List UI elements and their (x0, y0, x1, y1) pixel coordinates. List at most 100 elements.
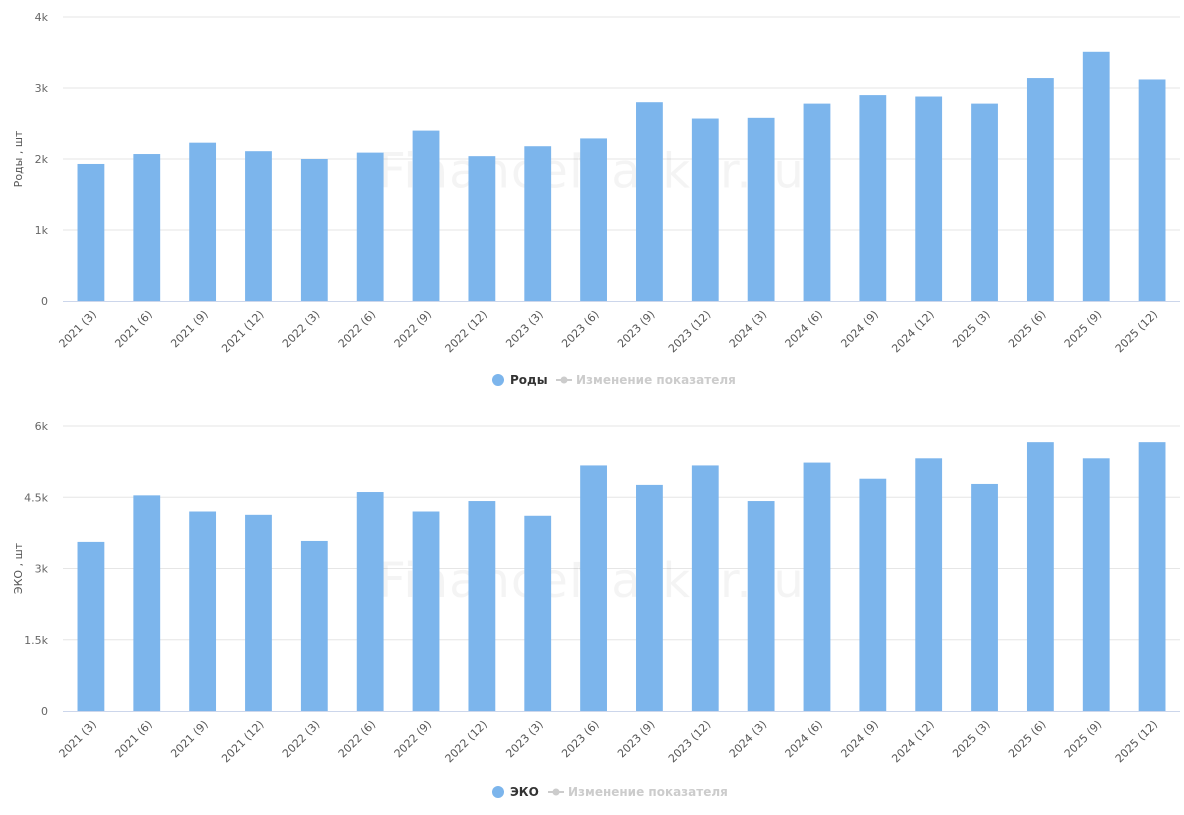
births-bar[interactable] (747, 117, 775, 301)
ivf-x-tick-label: 2025 (6) (1006, 718, 1048, 760)
births-y-tick-label: 0 (41, 295, 48, 308)
births-bar[interactable] (580, 138, 607, 301)
births-x-tick-label: 2025 (3) (950, 308, 992, 350)
births-bar[interactable] (245, 151, 272, 301)
births-x-tick-label: 2024 (6) (783, 308, 825, 350)
ivf-bar[interactable] (524, 515, 552, 711)
ivf-bar[interactable] (412, 511, 440, 712)
ivf-bar[interactable] (133, 495, 161, 711)
births-x-tick-label: 2025 (9) (1062, 308, 1104, 350)
ivf-legend: ЭКО Изменение показателя (492, 785, 728, 799)
births-x-tick-label: 2023 (3) (503, 308, 545, 350)
ivf-x-tick-label: 2024 (6) (783, 718, 825, 760)
births-y-tick-label: 3k (35, 82, 49, 95)
ivf-x-tick-label: 2021 (6) (112, 718, 154, 760)
births-x-tick-label: 2024 (9) (838, 308, 880, 350)
births-bar[interactable] (524, 146, 552, 301)
births-bar[interactable] (412, 130, 440, 301)
births-bar[interactable] (356, 152, 384, 301)
ivf-bar[interactable] (356, 492, 384, 711)
ivf-bar[interactable] (747, 501, 775, 711)
births-x-tick-label: 2024 (3) (727, 308, 769, 350)
ivf-x-tick-label: 2025 (9) (1062, 718, 1104, 760)
ivf-y-tick-label: 1.5k (24, 634, 48, 647)
births-bar[interactable] (803, 103, 831, 302)
ivf-bar[interactable] (300, 540, 328, 711)
ivf-x-tick-label: 2022 (3) (280, 718, 322, 760)
births-x-tick-label: 2022 (3) (280, 308, 322, 350)
ivf-bar[interactable] (971, 483, 998, 711)
births-y-tick-label: 2k (35, 153, 49, 166)
ivf-bar[interactable] (691, 465, 719, 711)
ivf-bar[interactable] (636, 484, 663, 711)
births-x-tick-label: 2023 (6) (559, 308, 601, 350)
ivf-x-tick-label: 2025 (3) (950, 718, 992, 760)
ivf-x-tick-label: 2024 (3) (727, 718, 769, 760)
ivf-bar[interactable] (468, 501, 496, 711)
ivf-bar[interactable] (1138, 442, 1166, 711)
births-y-axis-title: Роды , шт (12, 130, 25, 187)
births-legend-marker[interactable] (492, 374, 504, 386)
births-x-tick-label: 2024 (12) (889, 308, 936, 355)
births-legend-line-dot (560, 376, 568, 384)
births-bar[interactable] (300, 159, 328, 301)
ivf-legend-item-change[interactable]: Изменение показателя (568, 785, 728, 799)
ivf-x-tick-label: 2023 (9) (615, 718, 657, 760)
births-y-tick-label: 4k (35, 11, 49, 24)
births-bar[interactable] (1138, 79, 1166, 301)
ivf-bar[interactable] (803, 462, 831, 711)
ivf-bar[interactable] (1026, 442, 1054, 711)
births-legend-item[interactable]: Роды (510, 373, 548, 387)
ivf-legend-line-dot (552, 788, 560, 796)
births-legend: Роды Изменение показателя (492, 373, 736, 387)
births-bar[interactable] (1026, 78, 1054, 301)
ivf-x-tick-label: 2021 (9) (168, 718, 210, 760)
births-x-tick-label: 2023 (12) (666, 308, 713, 355)
births-bar[interactable] (915, 96, 943, 302)
births-x-tick-label: 2025 (12) (1113, 308, 1160, 355)
ivf-y-tick-label: 4.5k (24, 491, 48, 504)
births-x-tick-label: 2025 (6) (1006, 308, 1048, 350)
ivf-legend-item[interactable]: ЭКО (510, 785, 539, 799)
ivf-bar[interactable] (1082, 458, 1110, 711)
ivf-bar[interactable] (859, 478, 887, 711)
births-bar[interactable] (1082, 51, 1110, 301)
births-legend-item-change[interactable]: Изменение показателя (576, 373, 736, 387)
births-bar[interactable] (636, 102, 663, 301)
ivf-y-tick-label: 6k (35, 420, 49, 433)
births-x-tick-label: 2022 (9) (392, 308, 434, 350)
ivf-bar[interactable] (245, 514, 272, 711)
ivf-y-axis-title: ЭКО , шт (12, 542, 25, 594)
births-bar[interactable] (859, 95, 887, 301)
births-bar[interactable] (691, 118, 719, 301)
ivf-x-tick-label: 2022 (6) (336, 718, 378, 760)
ivf-x-tick-label: 2023 (6) (559, 718, 601, 760)
births-bar[interactable] (189, 142, 217, 301)
births-bar[interactable] (133, 154, 161, 301)
births-bar[interactable] (971, 103, 998, 302)
ivf-y-tick-label: 0 (41, 705, 48, 718)
ivf-x-tick-label: 2025 (12) (1113, 718, 1160, 765)
ivf-x-tick-label: 2023 (3) (503, 718, 545, 760)
ivf-x-tick-label: 2021 (12) (219, 718, 266, 765)
ivf-bar[interactable] (189, 511, 217, 712)
births-x-tick-label: 2023 (9) (615, 308, 657, 350)
births-x-tick-label: 2021 (9) (168, 308, 210, 350)
ivf-x-tick-label: 2022 (9) (392, 718, 434, 760)
ivf-bar[interactable] (580, 465, 607, 711)
ivf-x-tick-label: 2024 (9) (838, 718, 880, 760)
ivf-bar[interactable] (77, 541, 105, 711)
ivf-x-tick-label: 2022 (12) (443, 718, 490, 765)
ivf-bar[interactable] (915, 458, 943, 711)
births-x-tick-label: 2021 (6) (112, 308, 154, 350)
ivf-legend-marker[interactable] (492, 786, 504, 798)
ivf-y-tick-label: 3k (35, 563, 49, 576)
births-x-tick-label: 2021 (12) (219, 308, 266, 355)
births-x-tick-label: 2022 (12) (443, 308, 490, 355)
births-bar[interactable] (77, 163, 105, 301)
births-bar[interactable] (468, 156, 496, 301)
